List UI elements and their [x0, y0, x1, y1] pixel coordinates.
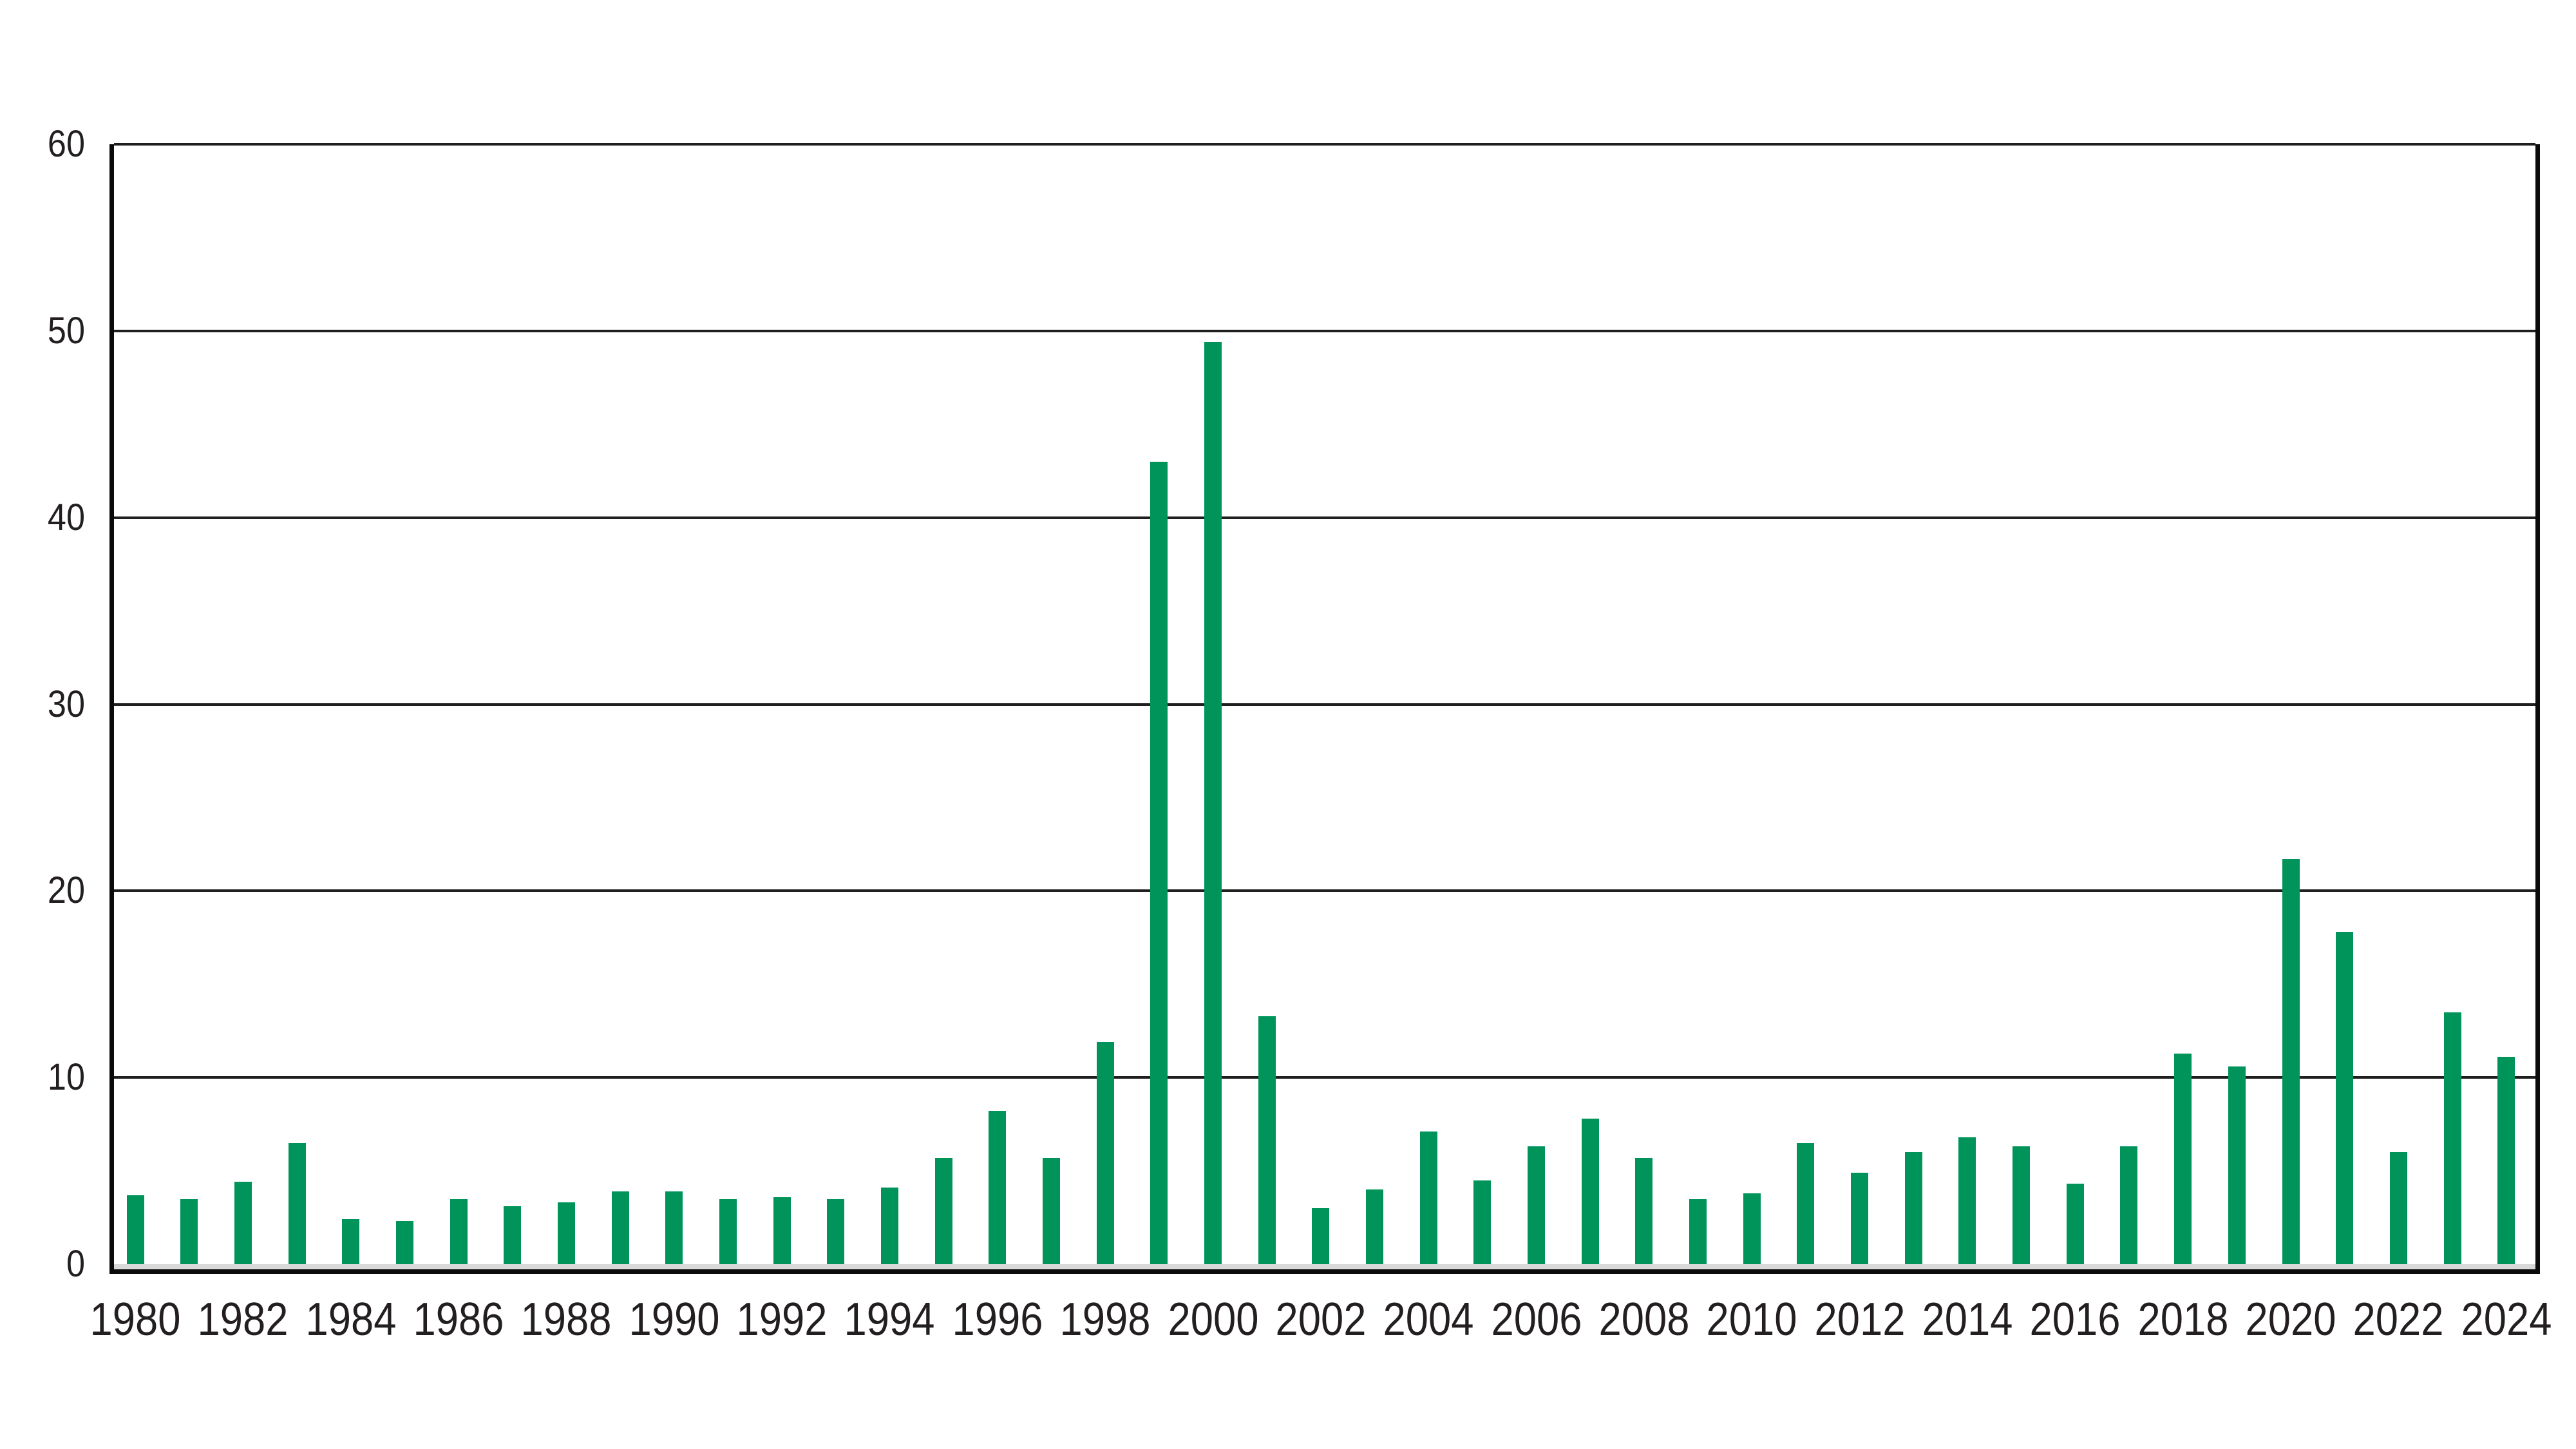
bar-2006 [1528, 1146, 1546, 1264]
y-tick-label-60: 60 [47, 123, 85, 165]
x-tick-label-1980: 1980 [90, 1294, 181, 1345]
bar-1989 [611, 1191, 629, 1264]
x-tick-label-2016: 2016 [2029, 1294, 2121, 1345]
x-tick-label-2004: 2004 [1383, 1294, 1474, 1345]
zero-baseline-strip [114, 1264, 2535, 1269]
bar-1988 [557, 1202, 575, 1264]
gridline-10 [114, 1076, 2535, 1079]
x-tick-label-2020: 2020 [2245, 1294, 2336, 1345]
bar-2008 [1635, 1157, 1653, 1264]
bar-2009 [1689, 1198, 1707, 1264]
bar-1995 [934, 1157, 952, 1264]
plot-frame [109, 143, 2540, 1274]
x-tick-label-2006: 2006 [1491, 1294, 1582, 1345]
bar-2003 [1366, 1189, 1384, 1264]
bar-2010 [1743, 1193, 1761, 1264]
x-tick-label-1996: 1996 [952, 1294, 1043, 1345]
x-tick-label-1998: 1998 [1059, 1294, 1151, 1345]
bar-2016 [2066, 1184, 2084, 1264]
y-tick-label-40: 40 [47, 496, 85, 538]
bar-1998 [1096, 1042, 1114, 1264]
bar-2021 [2336, 932, 2354, 1264]
x-tick-label-1988: 1988 [520, 1294, 612, 1345]
bar-2001 [1258, 1016, 1276, 1264]
bar-2011 [1797, 1142, 1815, 1264]
bar-1991 [719, 1198, 737, 1264]
x-tick-label-2024: 2024 [2461, 1294, 2552, 1345]
bar-1980 [126, 1195, 144, 1264]
x-tick-label-2014: 2014 [1922, 1294, 2013, 1345]
bar-2012 [1851, 1172, 1869, 1264]
gridline-20 [114, 889, 2535, 893]
bar-1987 [504, 1206, 522, 1264]
x-tick-label-1986: 1986 [413, 1294, 504, 1345]
x-tick-label-2018: 2018 [2137, 1294, 2229, 1345]
bar-2024 [2497, 1057, 2515, 1264]
bar-2022 [2389, 1152, 2407, 1264]
bar-1997 [1042, 1157, 1060, 1264]
y-tick-label-30: 30 [47, 683, 85, 725]
bar-1999 [1150, 461, 1168, 1264]
bar-2004 [1419, 1132, 1437, 1264]
bar-2002 [1312, 1208, 1330, 1264]
x-tick-label-2008: 2008 [1598, 1294, 1690, 1345]
bar-1982 [234, 1182, 252, 1264]
gridline-60 [114, 143, 2535, 146]
bar-1996 [989, 1111, 1007, 1264]
bar-1984 [342, 1219, 360, 1264]
x-tick-label-1990: 1990 [629, 1294, 720, 1345]
x-tick-label-1994: 1994 [844, 1294, 935, 1345]
y-tick-label-10: 10 [47, 1056, 85, 1099]
bar-1992 [773, 1197, 791, 1264]
bar-2014 [1958, 1137, 1976, 1264]
bar-2013 [1904, 1152, 1922, 1264]
y-tick-label-50: 50 [47, 309, 85, 352]
x-tick-label-1992: 1992 [736, 1294, 828, 1345]
bar-2015 [2012, 1146, 2031, 1264]
bar-2005 [1473, 1180, 1492, 1264]
x-tick-label-2000: 2000 [1168, 1294, 1258, 1345]
bar-1990 [665, 1191, 683, 1264]
bar-2020 [2282, 859, 2300, 1264]
bar-2000 [1204, 342, 1222, 1264]
bar-2018 [2174, 1053, 2192, 1264]
x-tick-label-1984: 1984 [305, 1294, 397, 1345]
x-tick-label-2022: 2022 [2353, 1294, 2444, 1345]
bar-1985 [395, 1221, 413, 1264]
bar-1981 [180, 1198, 198, 1264]
bar-1986 [450, 1198, 468, 1264]
x-tick-label-2002: 2002 [1275, 1294, 1367, 1345]
y-tick-label-20: 20 [47, 869, 85, 912]
y-tick-label-0: 0 [66, 1243, 85, 1285]
bar-1993 [827, 1198, 845, 1264]
plot-area [114, 143, 2535, 1269]
x-tick-label-2012: 2012 [1814, 1294, 1906, 1345]
bar-2007 [1581, 1118, 1599, 1264]
gridline-40 [114, 516, 2535, 519]
gridline-50 [114, 329, 2535, 332]
x-axis-line [114, 1269, 2535, 1274]
x-tick-label-1982: 1982 [197, 1294, 289, 1345]
bar-2017 [2120, 1146, 2138, 1264]
bar-1994 [880, 1188, 898, 1264]
bar-1983 [288, 1142, 306, 1264]
gridline-30 [114, 703, 2535, 706]
bar-2023 [2443, 1012, 2461, 1264]
x-tick-label-2010: 2010 [1706, 1294, 1797, 1345]
bar-2019 [2228, 1066, 2246, 1264]
